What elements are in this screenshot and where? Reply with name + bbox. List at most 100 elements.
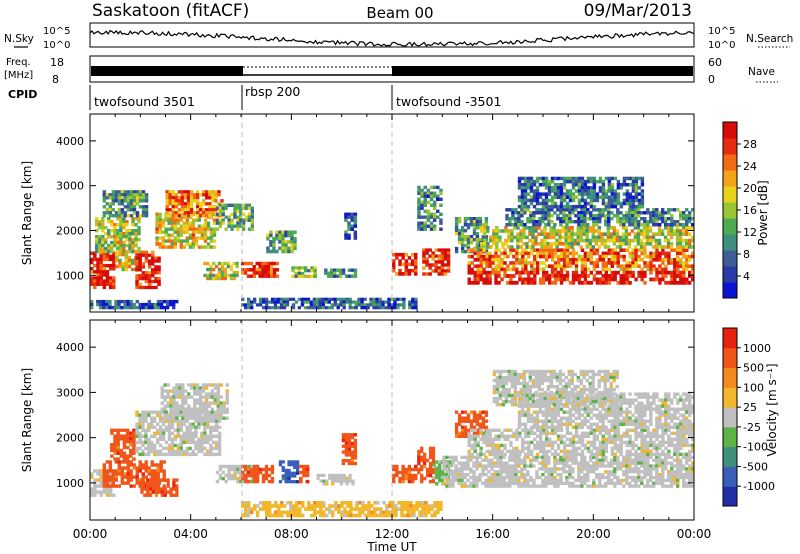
heatmap-cell bbox=[631, 484, 635, 488]
heatmap-cell bbox=[604, 214, 608, 218]
heatmap-cell bbox=[144, 416, 148, 420]
heatmap-cell bbox=[210, 383, 215, 387]
heatmap-cell bbox=[537, 242, 541, 246]
heatmap-cell bbox=[565, 277, 570, 282]
heatmap-cell bbox=[571, 183, 576, 187]
heatmap-cell bbox=[168, 193, 172, 197]
heatmap-cell bbox=[191, 422, 195, 426]
heatmap-cell bbox=[181, 416, 185, 420]
heatmap-cell bbox=[102, 211, 106, 215]
heatmap-cell bbox=[119, 220, 123, 224]
heatmap-cell bbox=[345, 476, 349, 480]
heatmap-cell bbox=[141, 428, 145, 432]
heatmap-cell bbox=[208, 214, 212, 218]
heatmap-cell bbox=[312, 303, 317, 307]
heatmap-cell bbox=[306, 306, 311, 310]
heatmap-cell bbox=[463, 467, 467, 471]
heatmap-cell bbox=[122, 246, 126, 251]
heatmap-cell bbox=[174, 211, 178, 215]
heatmap-cell bbox=[448, 478, 452, 483]
heatmap-cell bbox=[119, 246, 123, 251]
heatmap-cell bbox=[158, 434, 163, 438]
heatmap-cell bbox=[508, 464, 512, 468]
heatmap-cell bbox=[675, 229, 680, 233]
heatmap-cell bbox=[598, 254, 602, 259]
heatmap-cell bbox=[655, 208, 659, 212]
heatmap-cell bbox=[515, 270, 519, 275]
heatmap-cell bbox=[132, 463, 136, 467]
heatmap-cell bbox=[108, 214, 112, 218]
heatmap-cell bbox=[574, 270, 579, 275]
heatmap-cell bbox=[328, 473, 332, 477]
heatmap-cell bbox=[434, 266, 438, 270]
heatmap-cell bbox=[171, 208, 175, 212]
heatmap-cell bbox=[475, 467, 479, 471]
heatmap-cell bbox=[121, 252, 125, 257]
heatmap-cell bbox=[428, 455, 433, 460]
heatmap-cell bbox=[96, 484, 100, 488]
heatmap-cell bbox=[275, 268, 280, 272]
heatmap-cell bbox=[460, 478, 464, 483]
heatmap-cell bbox=[90, 299, 94, 304]
heatmap-cell bbox=[165, 199, 169, 203]
heatmap-cell bbox=[631, 467, 635, 471]
heatmap-cell bbox=[151, 262, 155, 266]
heatmap-cell bbox=[158, 410, 163, 414]
heatmap-cell bbox=[195, 389, 200, 393]
heatmap-cell bbox=[166, 478, 170, 482]
heatmap-cell bbox=[395, 464, 399, 469]
heatmap-cell bbox=[303, 274, 308, 278]
heatmap-cell bbox=[484, 455, 488, 459]
heatmap-cell bbox=[209, 449, 213, 454]
heatmap-cell bbox=[580, 467, 584, 471]
heatmap-cell bbox=[613, 214, 617, 218]
heatmap-cell bbox=[122, 223, 126, 227]
heatmap-cell bbox=[534, 242, 538, 246]
heatmap-cell bbox=[110, 431, 114, 435]
heatmap-cell bbox=[628, 201, 633, 206]
heatmap-cell bbox=[676, 274, 680, 278]
heatmap-cell bbox=[132, 205, 137, 209]
heatmap-cell bbox=[463, 434, 468, 438]
heatmap-cell bbox=[423, 461, 427, 466]
heatmap-cell bbox=[422, 266, 426, 270]
heatmap-cell bbox=[261, 479, 266, 484]
heatmap-cell bbox=[439, 191, 443, 195]
cpid-panel: CPID twofsound 3501 rbsp 200 twofsound -… bbox=[8, 84, 501, 110]
heatmap-cell bbox=[141, 302, 145, 307]
heatmap-cell bbox=[344, 436, 349, 440]
heatmap-cell bbox=[264, 300, 269, 304]
heatmap-cell bbox=[628, 214, 632, 218]
heatmap-cell bbox=[595, 461, 599, 465]
heatmap-cell bbox=[141, 274, 146, 278]
heatmap-cell bbox=[95, 223, 99, 227]
heatmap-cell bbox=[369, 300, 373, 304]
heatmap-cell bbox=[96, 478, 100, 482]
heatmap-cell bbox=[592, 220, 596, 224]
heatmap-cell bbox=[161, 230, 165, 234]
heatmap-cell bbox=[646, 264, 650, 268]
heatmap-cell bbox=[432, 218, 437, 222]
heatmap-cell bbox=[90, 279, 94, 283]
heatmap-cell bbox=[164, 233, 168, 237]
heatmap-cell bbox=[431, 254, 435, 258]
heatmap-cell bbox=[463, 464, 467, 468]
heatmap-cell bbox=[613, 198, 618, 203]
heatmap-cell bbox=[576, 229, 580, 233]
heatmap-cell bbox=[194, 452, 198, 457]
heatmap-cell bbox=[556, 484, 560, 488]
heatmap-cell bbox=[161, 218, 165, 222]
heatmap-cell bbox=[493, 484, 497, 488]
heatmap-cell bbox=[586, 464, 590, 468]
heatmap-cell bbox=[610, 217, 614, 221]
heatmap-cell bbox=[189, 211, 194, 215]
heatmap-cell bbox=[556, 248, 561, 252]
heatmap-cell bbox=[126, 463, 130, 467]
heatmap-cell bbox=[466, 458, 470, 462]
heatmap-cell bbox=[179, 452, 183, 457]
heatmap-cell bbox=[506, 267, 510, 272]
heatmap-cell bbox=[155, 242, 159, 246]
heatmap-cell bbox=[568, 475, 572, 480]
heatmap-cell bbox=[532, 220, 536, 224]
heatmap-cell bbox=[351, 306, 355, 310]
